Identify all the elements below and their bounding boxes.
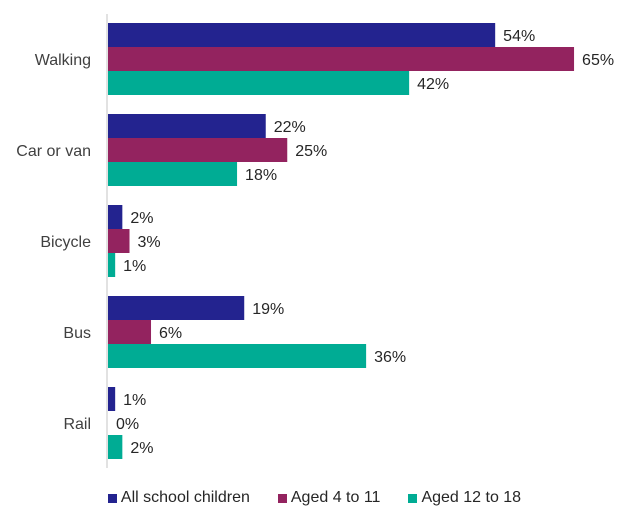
bar (108, 23, 496, 47)
legend-label: All school children (120, 489, 250, 506)
bar (108, 229, 130, 253)
bar (108, 162, 238, 186)
bar (108, 435, 123, 459)
bar (108, 47, 575, 71)
legend: All school children Aged 4 to 11 Aged 12 t… (0, 489, 629, 507)
legend-label: Aged 12 to 18 (421, 489, 522, 506)
data-label: 54% (503, 28, 535, 45)
legend-item: All school children (107, 489, 250, 507)
data-label: 22% (274, 119, 306, 136)
bar (108, 71, 410, 95)
legend-swatch-icon (107, 493, 117, 503)
data-label: 3% (138, 234, 161, 251)
data-label: 18% (245, 167, 277, 184)
data-label: 1% (123, 392, 146, 409)
value-labels-layer: 54% 65% 42% 22% 25% 18% 2% 3% 1% 19% 6% 36% 1% 0% 2% (116, 28, 614, 457)
category-label: Bicycle (40, 234, 91, 251)
data-label: 0% (116, 416, 139, 433)
bar (108, 387, 116, 411)
bars-layer (108, 23, 575, 459)
bar (108, 253, 116, 277)
bar-chart: 54% 65% 42% 22% 25% 18% 2% 3% 1% 19% 6% 36% 1% 0% 2% W… (16, 14, 614, 468)
bar (108, 114, 266, 138)
bar (108, 296, 245, 320)
category-label: Car or van (16, 143, 91, 160)
data-label: 6% (159, 325, 182, 342)
data-label: 1% (123, 258, 146, 275)
legend-item: Aged 12 to 18 (408, 489, 521, 507)
bar (108, 344, 367, 368)
data-label: 42% (417, 76, 449, 93)
legend-swatch-icon (277, 493, 287, 503)
bar (108, 205, 123, 229)
bar (108, 320, 152, 344)
data-label: 19% (252, 301, 284, 318)
category-labels-layer: Walking Car or van Bicycle Bus Rail (16, 52, 91, 433)
legend-swatch-icon (408, 493, 418, 503)
data-label: 2% (130, 210, 153, 227)
data-label: 36% (374, 349, 406, 366)
legend-label: Aged 4 to 11 (290, 489, 381, 506)
category-label: Bus (63, 325, 91, 342)
category-label: Walking (35, 52, 91, 69)
data-label: 2% (130, 440, 153, 457)
data-label: 65% (582, 52, 614, 69)
legend-item: Aged 4 to 11 (277, 489, 381, 507)
data-label: 25% (295, 143, 327, 160)
category-label: Rail (63, 416, 91, 433)
bar (108, 138, 288, 162)
